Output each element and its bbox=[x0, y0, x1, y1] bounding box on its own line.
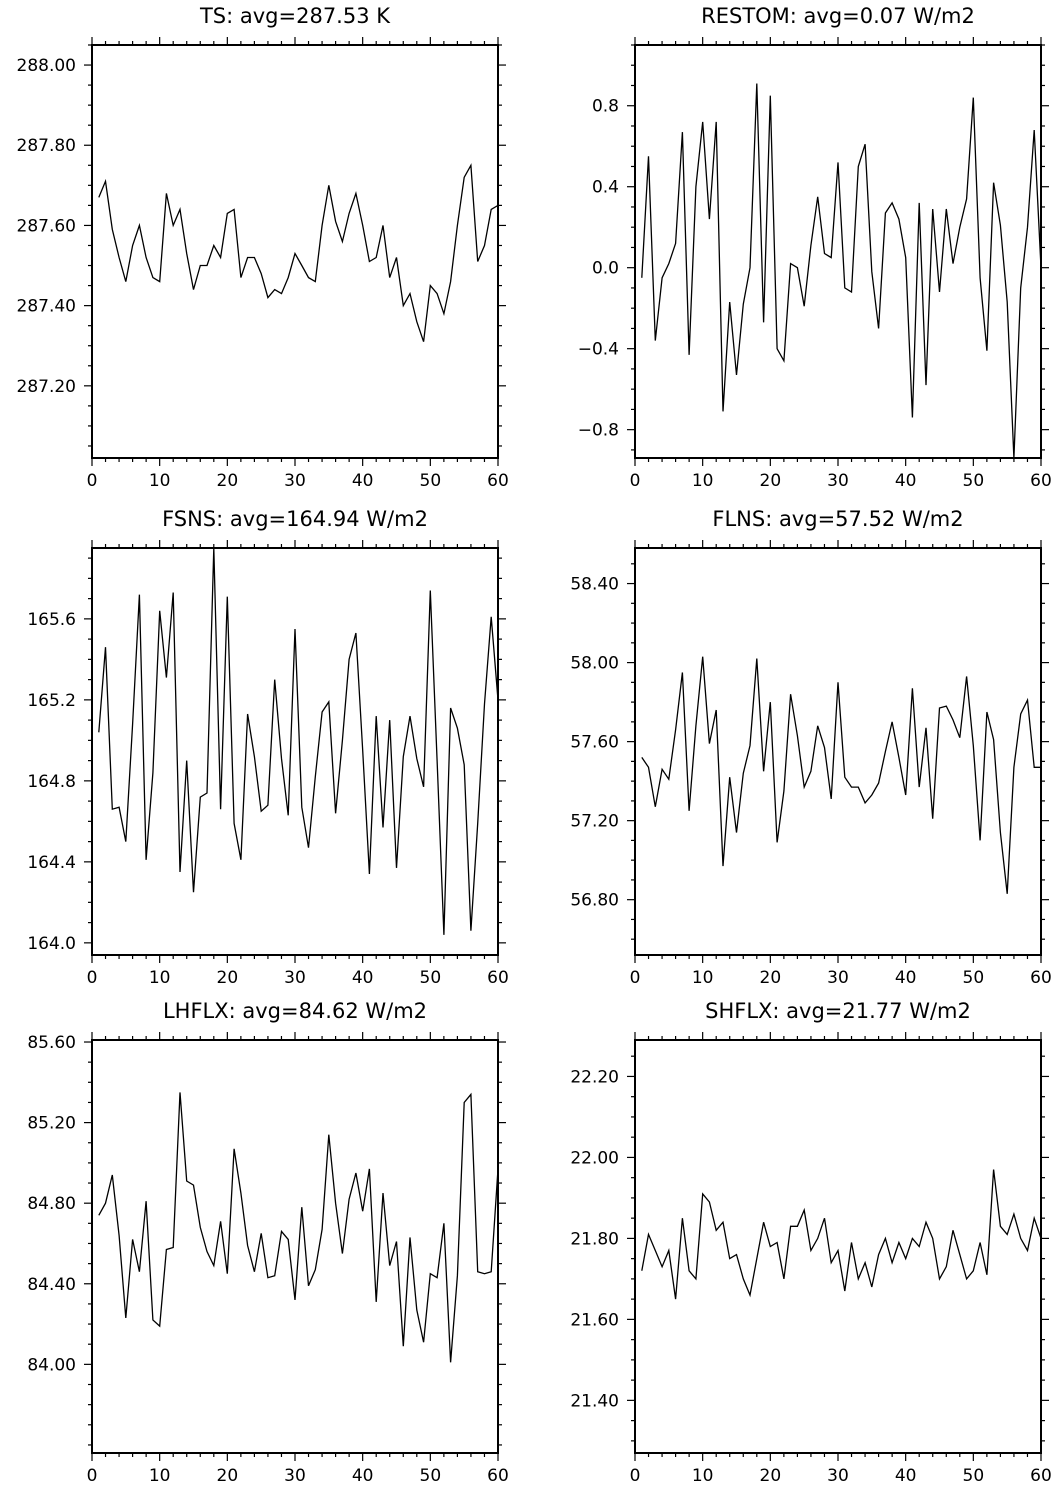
y-tick-label: 0.0 bbox=[592, 259, 619, 279]
series-line-fsns bbox=[98, 548, 498, 935]
x-tick-label: 20 bbox=[217, 968, 239, 988]
x-tick-label: 60 bbox=[1030, 471, 1052, 491]
y-tick-label: 84.40 bbox=[27, 1275, 76, 1295]
x-tick-label: 10 bbox=[149, 968, 171, 988]
y-tick-label: 21.60 bbox=[570, 1310, 619, 1330]
series-line-lhflx bbox=[98, 1092, 498, 1363]
x-tick-label: 30 bbox=[284, 471, 306, 491]
x-tick-label: 60 bbox=[487, 1466, 509, 1486]
chart-title-fsns: FSNS: avg=164.94 W/m2 bbox=[162, 507, 428, 531]
y-tick-label: 57.20 bbox=[570, 812, 619, 832]
y-tick-label: 164.4 bbox=[27, 853, 76, 873]
y-tick-label: 84.00 bbox=[27, 1355, 76, 1375]
y-tick-label: 58.00 bbox=[570, 654, 619, 674]
x-tick-label: 30 bbox=[827, 968, 849, 988]
x-tick-label: 60 bbox=[487, 968, 509, 988]
x-tick-label: 30 bbox=[827, 471, 849, 491]
chart-title-lhflx: LHFLX: avg=84.62 W/m2 bbox=[163, 999, 427, 1023]
x-tick-label: 20 bbox=[760, 968, 782, 988]
series-line-restom bbox=[641, 83, 1041, 458]
plot-frame-lhflx bbox=[91, 1039, 499, 1454]
y-tick-label: 0.8 bbox=[592, 97, 619, 117]
y-tick-label: 287.80 bbox=[17, 136, 76, 156]
x-tick-label: 0 bbox=[630, 1466, 641, 1486]
x-tick-label: 0 bbox=[87, 471, 98, 491]
y-tick-label: 21.40 bbox=[570, 1391, 619, 1411]
y-tick-label: 288.00 bbox=[17, 56, 76, 76]
y-tick-label: −0.8 bbox=[578, 421, 619, 441]
y-tick-label: 84.80 bbox=[27, 1194, 76, 1214]
x-tick-label: 20 bbox=[760, 1466, 782, 1486]
chart-title-shflx: SHFLX: avg=21.77 W/m2 bbox=[705, 999, 971, 1023]
x-tick-label: 10 bbox=[692, 471, 714, 491]
x-tick-label: 30 bbox=[827, 1466, 849, 1486]
series-line-ts bbox=[98, 163, 498, 342]
y-tick-label: 57.60 bbox=[570, 733, 619, 753]
x-tick-label: 50 bbox=[963, 1466, 985, 1486]
chart-title-ts: TS: avg=287.53 K bbox=[199, 4, 391, 28]
x-tick-label: 0 bbox=[87, 1466, 98, 1486]
y-tick-label: 287.20 bbox=[17, 377, 76, 397]
series-line-shflx bbox=[641, 1169, 1041, 1300]
plot-frame-flns bbox=[634, 547, 1042, 956]
x-tick-label: 60 bbox=[1030, 968, 1052, 988]
x-tick-label: 50 bbox=[420, 471, 442, 491]
x-tick-label: 30 bbox=[284, 1466, 306, 1486]
x-tick-label: 50 bbox=[963, 471, 985, 491]
y-tick-label: 165.6 bbox=[27, 610, 76, 630]
x-tick-label: 0 bbox=[87, 968, 98, 988]
x-tick-label: 50 bbox=[420, 1466, 442, 1486]
x-tick-label: 40 bbox=[895, 968, 917, 988]
x-tick-label: 10 bbox=[149, 1466, 171, 1486]
panel-flns: FLNS: avg=57.52 W/m2 0 10 20 30 40 50 60 56.80 57… bbox=[570, 507, 1051, 988]
chart-title-flns: FLNS: avg=57.52 W/m2 bbox=[712, 507, 963, 531]
x-tick-label: 20 bbox=[760, 471, 782, 491]
y-tick-label: 22.00 bbox=[570, 1148, 619, 1168]
panel-lhflx: LHFLX: avg=84.62 W/m2 0 10 20 30 40 50 60 84.00 8… bbox=[27, 999, 508, 1486]
x-tick-label: 40 bbox=[895, 471, 917, 491]
y-tick-label: 22.20 bbox=[570, 1067, 619, 1087]
plot-frame-shflx bbox=[634, 1039, 1042, 1454]
series-line-flns bbox=[641, 656, 1041, 894]
x-tick-label: 40 bbox=[352, 471, 374, 491]
y-tick-label: 56.80 bbox=[570, 891, 619, 911]
y-tick-label: 58.40 bbox=[570, 575, 619, 595]
panel-fsns: FSNS: avg=164.94 W/m2 0 10 20 30 40 50 60 164.0 1… bbox=[27, 507, 508, 988]
x-tick-label: 40 bbox=[895, 1466, 917, 1486]
y-tick-label: 21.80 bbox=[570, 1229, 619, 1249]
panel-restom: RESTOM: avg=0.07 W/m2 0 10 20 30 40 50 60 −0.8 −0… bbox=[578, 4, 1052, 491]
x-tick-label: 40 bbox=[352, 968, 374, 988]
x-tick-label: 60 bbox=[487, 471, 509, 491]
y-tick-label: 85.60 bbox=[27, 1033, 76, 1053]
x-tick-label: 10 bbox=[149, 471, 171, 491]
y-tick-label: 164.8 bbox=[27, 772, 76, 792]
x-tick-label: 50 bbox=[420, 968, 442, 988]
x-tick-label: 0 bbox=[630, 471, 641, 491]
y-tick-label: 287.40 bbox=[17, 297, 76, 317]
y-tick-label: −0.4 bbox=[578, 340, 619, 360]
y-tick-label: 164.0 bbox=[27, 934, 76, 954]
y-tick-label: 0.4 bbox=[592, 178, 619, 198]
x-tick-label: 20 bbox=[217, 1466, 239, 1486]
x-tick-label: 20 bbox=[217, 471, 239, 491]
x-tick-label: 40 bbox=[352, 1466, 374, 1486]
x-tick-label: 0 bbox=[630, 968, 641, 988]
y-tick-label: 165.2 bbox=[27, 691, 76, 711]
x-tick-label: 60 bbox=[1030, 1466, 1052, 1486]
x-tick-label: 30 bbox=[284, 968, 306, 988]
y-tick-label: 287.60 bbox=[17, 216, 76, 236]
x-tick-label: 50 bbox=[963, 968, 985, 988]
plot-frame-ts bbox=[91, 44, 499, 459]
x-tick-label: 10 bbox=[692, 968, 714, 988]
x-tick-label: 10 bbox=[692, 1466, 714, 1486]
panel-ts: TS: avg=287.53 K 0 10 20 30 40 50 60 287.20 287.4… bbox=[17, 4, 509, 491]
plot-frame-restom bbox=[634, 44, 1042, 459]
panel-shflx: SHFLX: avg=21.77 W/m2 0 10 20 30 40 50 60 21.40 2… bbox=[570, 999, 1051, 1486]
chart-title-restom: RESTOM: avg=0.07 W/m2 bbox=[701, 4, 975, 28]
y-tick-label: 85.20 bbox=[27, 1114, 76, 1134]
